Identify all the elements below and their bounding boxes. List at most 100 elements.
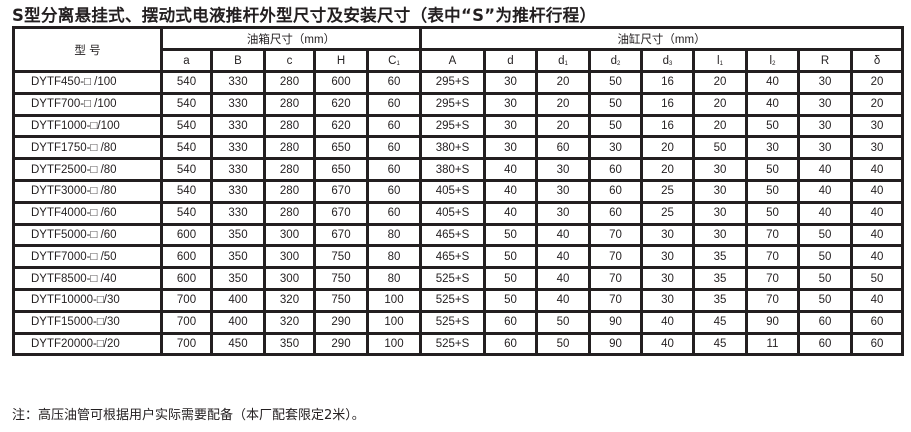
- header-group-row: 型 号 油箱尺寸（mm） 油缸尺寸（mm）: [12, 26, 905, 73]
- value-cell: 90: [588, 309, 643, 335]
- value-cell: 620: [313, 113, 369, 139]
- value-cell: 50: [483, 287, 538, 313]
- value-cell: 20: [692, 113, 748, 139]
- value-cell: 50: [797, 244, 853, 270]
- value-cell: 50: [797, 266, 853, 291]
- value-cell: 60: [366, 135, 422, 161]
- column-header-label: A: [448, 54, 457, 67]
- value-cell: 40: [535, 222, 591, 248]
- column-header-subscript: 1: [719, 60, 723, 67]
- value-cell: 295+S: [419, 113, 486, 139]
- column-header-label: d: [507, 54, 514, 67]
- value-cell: 50: [745, 157, 800, 182]
- column-header: a: [160, 48, 213, 73]
- value-cell: 40: [640, 309, 695, 335]
- value-cell: 50: [588, 70, 643, 95]
- value-cell: 400: [210, 287, 266, 313]
- value-cell: 100: [366, 331, 422, 357]
- table-row: DYTF5000-□ /60 600 350 300 670 80 465+S 50 40 70 3…: [12, 222, 905, 248]
- model-cell: DYTF450-□ /100: [12, 70, 163, 95]
- value-cell: 40: [535, 287, 591, 313]
- value-cell: 70: [745, 222, 800, 248]
- value-cell: 540: [160, 200, 213, 226]
- column-header: d3: [640, 48, 695, 73]
- value-cell: 330: [210, 178, 266, 204]
- column-header-subscript: 2: [772, 60, 776, 67]
- table-row: DYTF15000-□/30 700 400 320 290 100 525+S 60 50 90…: [12, 309, 905, 335]
- table-row: DYTF2500-□ /80 540 330 280 650 60 380+S 40 30 60 2…: [12, 157, 905, 182]
- column-header: d: [483, 48, 538, 73]
- column-header: H: [313, 48, 369, 73]
- value-cell: 350: [210, 222, 266, 248]
- value-cell: 450: [210, 331, 266, 357]
- value-cell: 70: [588, 222, 643, 248]
- value-cell: 40: [849, 222, 905, 248]
- column-header-label: H: [336, 54, 346, 67]
- value-cell: 30: [535, 178, 591, 204]
- value-cell: 50: [483, 222, 538, 248]
- value-cell: 45: [692, 309, 748, 335]
- value-cell: 620: [313, 91, 369, 117]
- value-cell: 600: [160, 222, 213, 248]
- value-cell: 16: [640, 91, 695, 117]
- value-cell: 60: [366, 113, 422, 139]
- value-cell: 40: [849, 244, 905, 270]
- value-cell: 80: [366, 244, 422, 270]
- value-cell: 30: [797, 135, 853, 161]
- value-cell: 30: [640, 244, 695, 270]
- value-cell: 50: [483, 244, 538, 270]
- value-cell: 20: [849, 91, 905, 117]
- column-header-subscript: 3: [669, 60, 673, 67]
- value-cell: 30: [745, 135, 800, 161]
- value-cell: 50: [692, 135, 748, 161]
- value-cell: 50: [745, 178, 800, 204]
- value-cell: 280: [263, 91, 316, 117]
- value-cell: 300: [263, 244, 316, 270]
- value-cell: 30: [588, 135, 643, 161]
- value-cell: 525+S: [419, 309, 486, 335]
- value-cell: 70: [588, 266, 643, 291]
- value-cell: 100: [366, 287, 422, 313]
- model-cell: DYTF1750-□ /80: [12, 135, 163, 161]
- model-cell: DYTF2500-□ /80: [12, 157, 163, 182]
- value-cell: 70: [745, 244, 800, 270]
- value-cell: 650: [313, 157, 369, 182]
- value-cell: 20: [640, 157, 695, 182]
- column-header: δ: [849, 48, 905, 73]
- value-cell: 700: [160, 309, 213, 335]
- model-cell: DYTF4000-□ /60: [12, 200, 163, 226]
- value-cell: 30: [797, 91, 853, 117]
- value-cell: 70: [588, 244, 643, 270]
- value-cell: 20: [692, 70, 748, 95]
- column-header-label: B: [234, 54, 242, 67]
- value-cell: 50: [797, 287, 853, 313]
- value-cell: 35: [692, 266, 748, 291]
- column-header: d2: [588, 48, 643, 73]
- value-cell: 330: [210, 135, 266, 161]
- value-cell: 30: [483, 70, 538, 95]
- value-cell: 90: [588, 331, 643, 357]
- tank-dimensions-header: 油箱尺寸（mm）: [160, 26, 422, 51]
- model-header: 型 号: [12, 26, 163, 73]
- value-cell: 465+S: [419, 222, 486, 248]
- column-header-subscript: 1: [564, 60, 568, 67]
- value-cell: 700: [160, 287, 213, 313]
- value-cell: 60: [483, 309, 538, 335]
- value-cell: 280: [263, 178, 316, 204]
- value-cell: 80: [366, 222, 422, 248]
- value-cell: 280: [263, 200, 316, 226]
- model-cell: DYTF3000-□ /80: [12, 178, 163, 204]
- value-cell: 50: [588, 113, 643, 139]
- value-cell: 80: [366, 266, 422, 291]
- page-title: S型分离悬挂式、摆动式电液推杆外型尺寸及安装尺寸（表中“S”为推杆行程）: [12, 6, 597, 25]
- value-cell: 50: [535, 331, 591, 357]
- value-cell: 45: [692, 331, 748, 357]
- value-cell: 30: [849, 113, 905, 139]
- value-cell: 60: [588, 157, 643, 182]
- column-header-subscript: 1: [396, 60, 400, 67]
- value-cell: 540: [160, 178, 213, 204]
- value-cell: 295+S: [419, 91, 486, 117]
- value-cell: 60: [535, 135, 591, 161]
- value-cell: 750: [313, 266, 369, 291]
- column-header: C1: [366, 48, 422, 73]
